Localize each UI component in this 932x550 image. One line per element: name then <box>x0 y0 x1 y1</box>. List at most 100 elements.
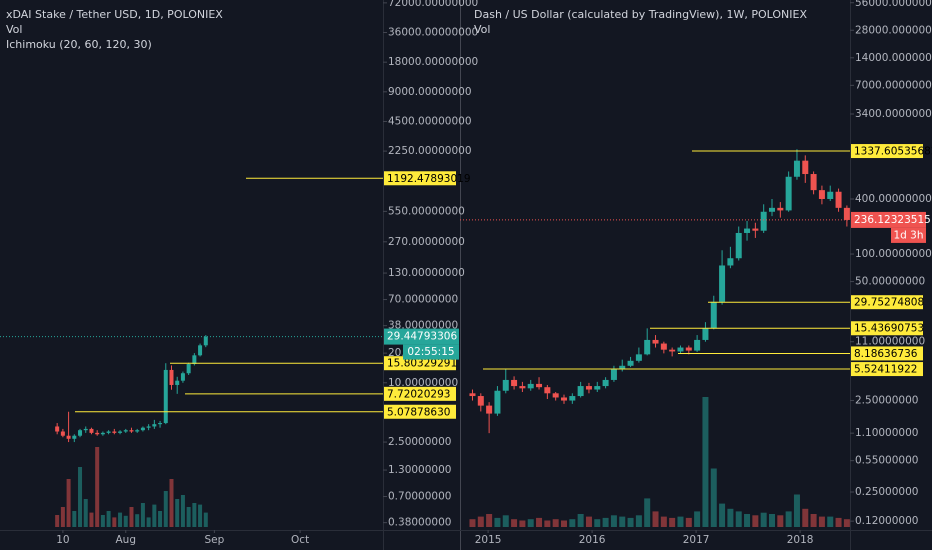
level-label-box <box>384 171 456 186</box>
level-label-box <box>851 346 923 361</box>
y-tick-label: 28000.00000000 <box>855 24 932 36</box>
chart-title: Dash / US Dollar (calculated by TradingV… <box>474 8 807 21</box>
candle-body <box>163 369 168 424</box>
indicator-legend: Vol <box>474 23 490 36</box>
candle-body <box>527 383 534 389</box>
y-tick-label: 56000.00000000 <box>855 0 932 9</box>
candle-body <box>702 328 709 340</box>
volume-bar <box>55 515 60 527</box>
candle-body <box>719 265 726 302</box>
candle-body <box>561 397 567 401</box>
volume-bar <box>203 512 208 527</box>
volume-bar <box>702 397 709 527</box>
volume-bar <box>843 519 850 527</box>
volume-bar <box>494 517 501 527</box>
volume-bar <box>186 507 191 527</box>
candle-body <box>677 347 684 352</box>
candle-body <box>610 369 617 380</box>
candle-body <box>769 207 775 212</box>
chart-title: xDAI Stake / Tether USD, 1D, POLONIEX <box>6 8 223 21</box>
level-label: 5.52411922 <box>854 364 917 376</box>
y-tick-label: 270.00000000 <box>388 236 465 248</box>
volume-bar <box>100 515 105 527</box>
candle-body <box>203 336 208 346</box>
candle-body <box>511 379 518 387</box>
volume-bar <box>752 515 759 527</box>
candle-body <box>89 428 94 433</box>
volume-bar <box>818 516 825 527</box>
candle-body <box>735 232 742 259</box>
volume-bar <box>719 503 726 527</box>
candle-body <box>502 379 509 391</box>
volume-bar <box>677 516 684 527</box>
candle-body <box>752 228 759 231</box>
candle-body <box>129 430 134 432</box>
indicator-legend: Vol <box>6 23 22 36</box>
volume-bar <box>635 515 642 527</box>
volume-bar <box>569 519 576 527</box>
candle-body <box>135 430 140 432</box>
volume-bar <box>710 468 717 527</box>
x-tick-label: 10 <box>56 534 69 546</box>
y-tick-label: 36000.00000000 <box>388 27 478 39</box>
y-tick-label: 4500.00000000 <box>388 115 472 127</box>
y-tick-label: 550.00000000 <box>388 205 465 217</box>
y-tick-label: 18000.00000000 <box>388 56 478 68</box>
y-tick-label: 400.00000000 <box>855 193 932 205</box>
y-tick-label: 7000.00000000 <box>855 79 932 91</box>
y-tick-label: 1.10000000 <box>855 427 918 439</box>
volume-bar <box>744 514 751 527</box>
volume-bar <box>594 519 601 527</box>
candle-body <box>192 355 197 365</box>
volume-bar <box>585 516 592 527</box>
candle-body <box>744 228 751 233</box>
candle-body <box>169 369 174 385</box>
level-label-box <box>384 404 456 419</box>
x-tick-label: Sep <box>204 534 224 546</box>
volume-bar <box>561 520 567 527</box>
candle-body <box>760 211 767 231</box>
last-price-label: 29.44793306 <box>387 331 457 343</box>
candle-body <box>152 424 157 427</box>
candle-body <box>494 390 501 414</box>
volume-bar <box>769 514 775 527</box>
volume-bar <box>644 498 651 527</box>
volume-bar <box>669 517 676 527</box>
y-tick-label: 70.00000000 <box>388 294 458 306</box>
candle-body <box>835 191 842 208</box>
volume-bar <box>694 511 701 527</box>
candle-body <box>585 386 592 390</box>
level-label: 5.07878630 <box>387 406 450 418</box>
candle-body <box>810 174 817 191</box>
last-price-box <box>851 211 926 228</box>
volume-bar <box>577 514 584 527</box>
volume-bar <box>610 515 617 527</box>
level-label-box <box>851 321 923 336</box>
candle-body <box>669 349 676 352</box>
volume-bar <box>777 515 784 527</box>
candle-body <box>644 339 651 355</box>
y-tick-label: 0.55000000 <box>855 455 918 467</box>
volume-bar <box>477 516 484 527</box>
volume-bar <box>486 514 493 527</box>
volume-bar <box>835 517 842 527</box>
volume-bar <box>727 508 734 527</box>
candle-body <box>158 423 163 425</box>
volume-bar <box>660 516 667 527</box>
y-tick-label: 0.12000000 <box>855 515 918 527</box>
volume-bar <box>602 517 609 527</box>
candle-body <box>827 191 834 199</box>
x-tick-label: 2017 <box>683 534 710 546</box>
y-tick-label: 2.50000000 <box>855 395 918 407</box>
x-tick-label: Aug <box>116 534 137 546</box>
y-tick-label: 1.30000000 <box>388 464 451 476</box>
level-label: 1192.47893019 <box>387 173 471 185</box>
candle-body <box>710 301 717 329</box>
x-tick-label: 2018 <box>787 534 814 546</box>
y-tick-label: 0.38000000 <box>388 517 451 529</box>
y-tick-label: 14000.00000000 <box>855 52 932 64</box>
candle-body <box>602 379 609 387</box>
volume-bar <box>89 512 94 527</box>
candle-body <box>469 393 476 397</box>
